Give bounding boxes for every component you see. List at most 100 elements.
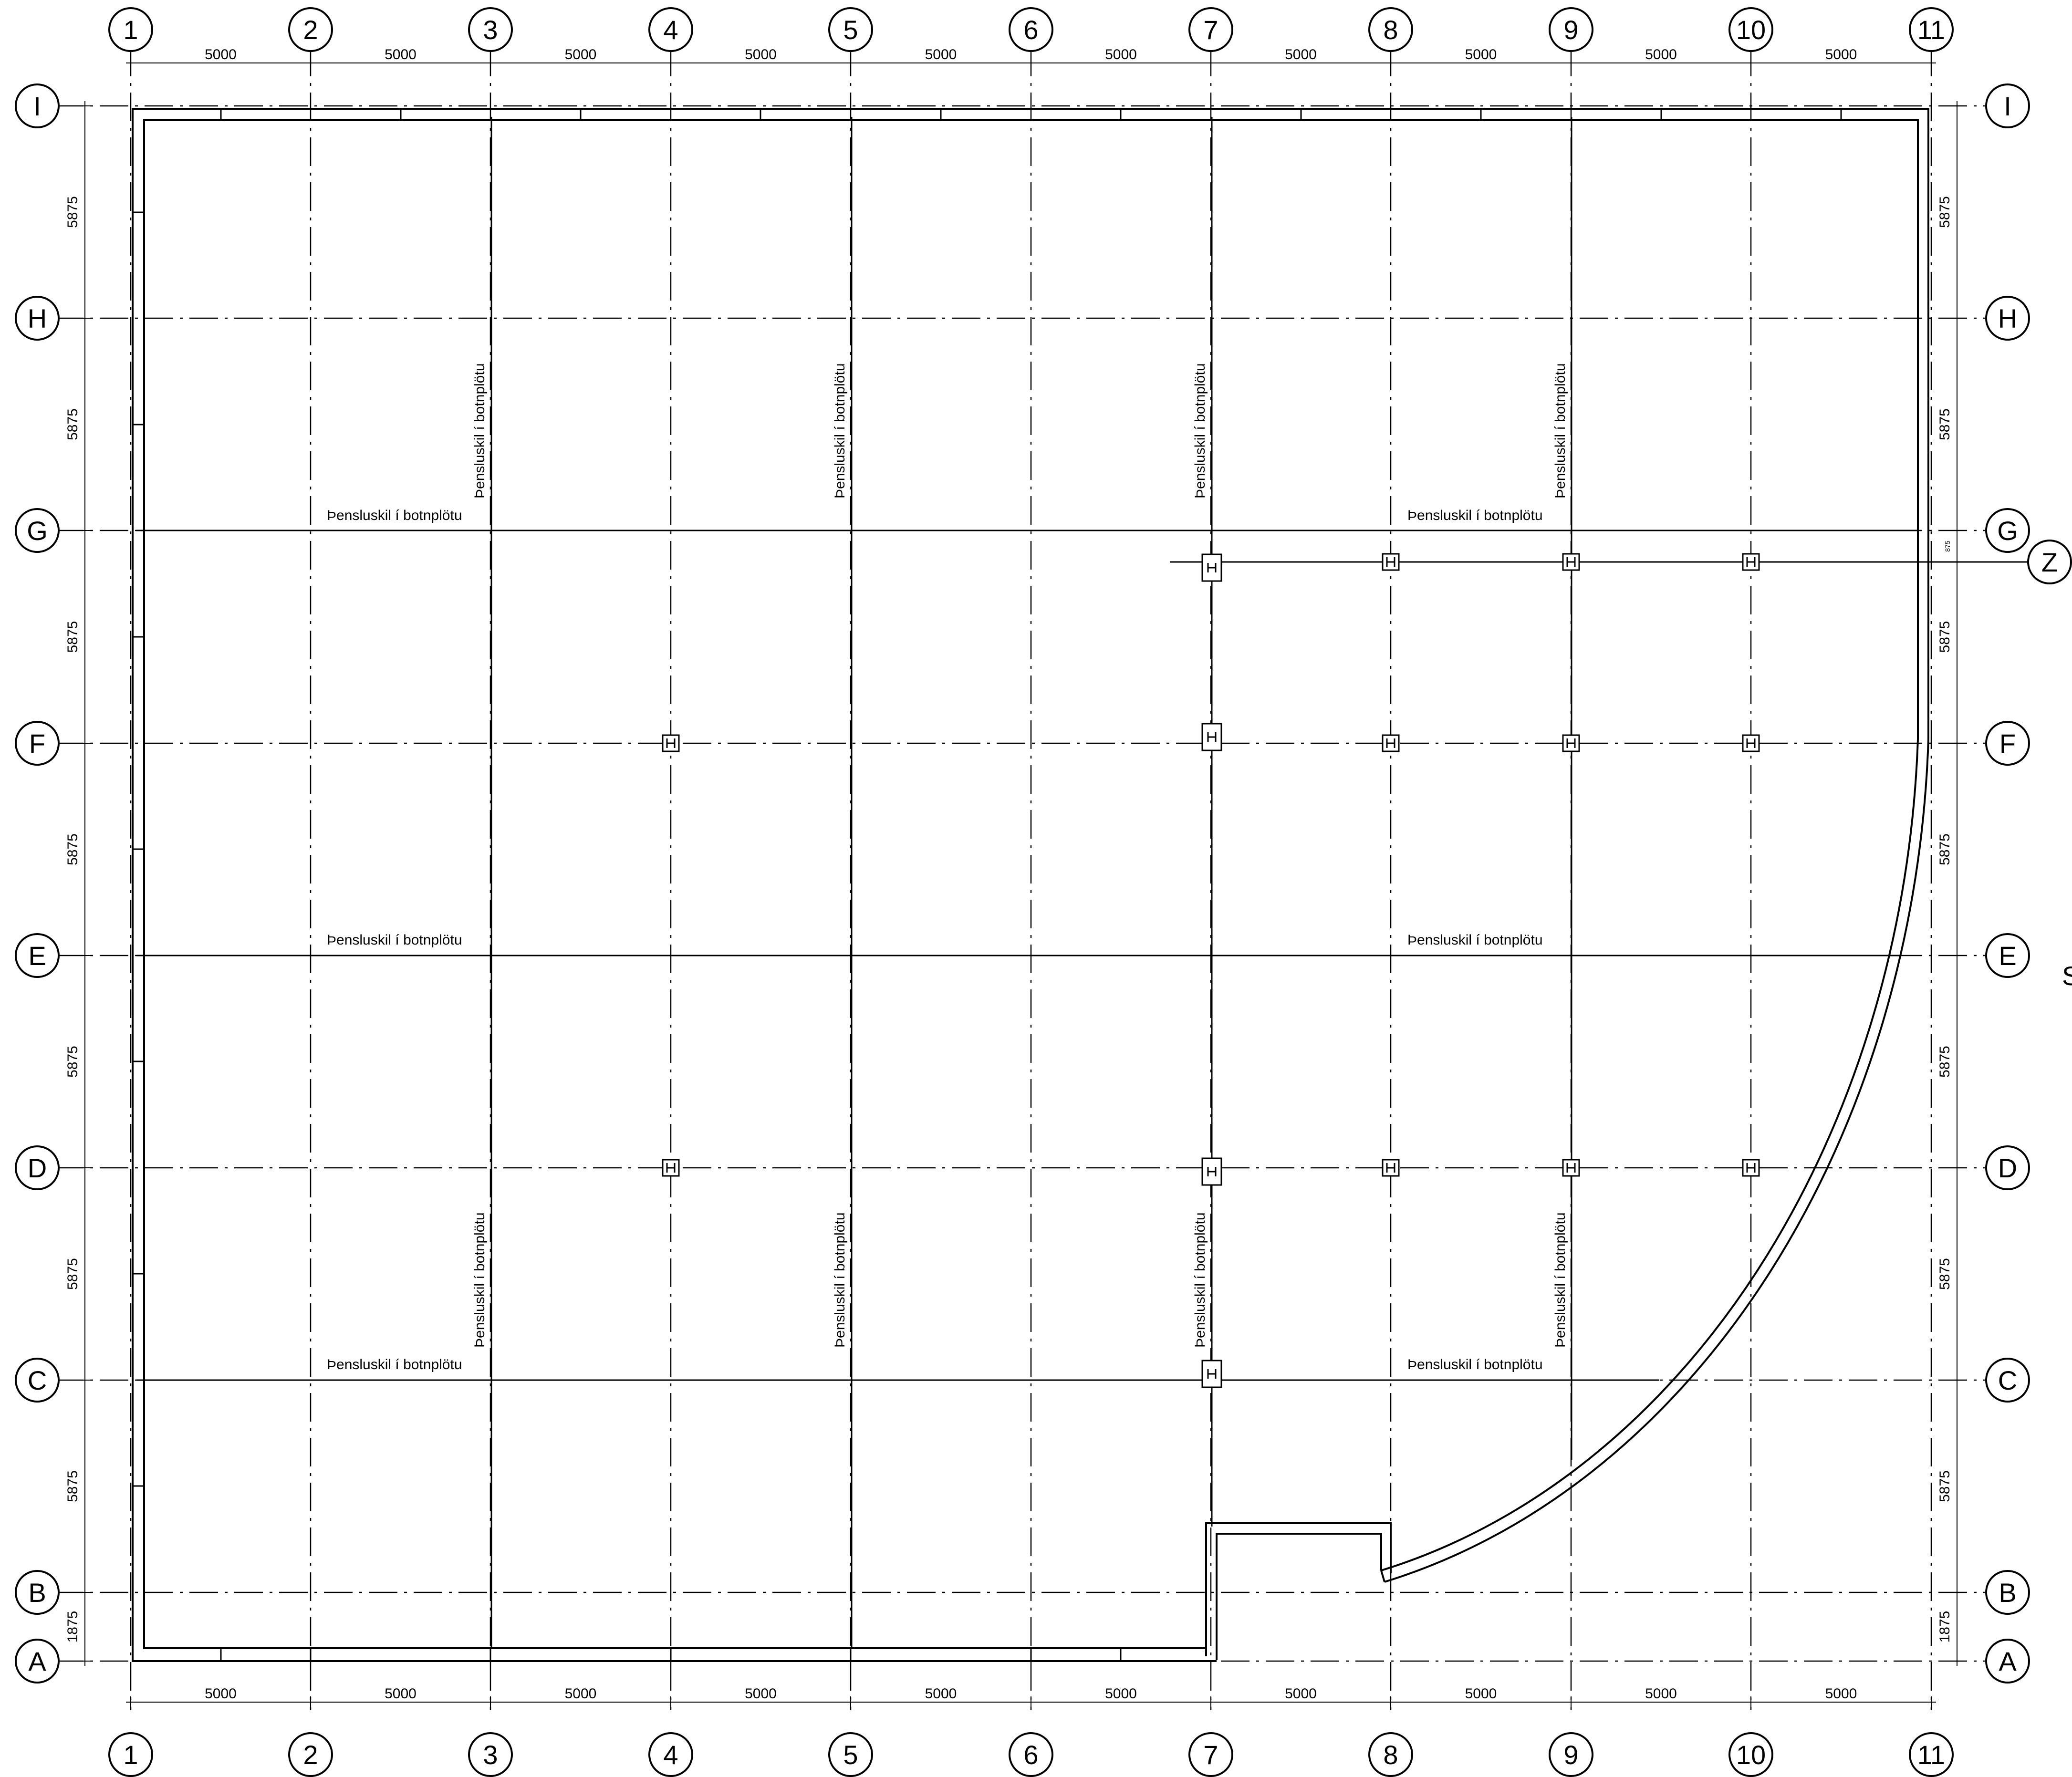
- steel-column-14: [1742, 1159, 1760, 1177]
- grid-bubble-left-G-label: G: [27, 516, 48, 546]
- grid-bubble-top-3-circle: [468, 7, 513, 52]
- grid-bubble-left-D: D: [15, 1145, 60, 1190]
- grid-bubble-bottom-4-circle: [648, 1732, 693, 1777]
- grid-bubble-left-B: B: [15, 1570, 60, 1615]
- gridlines: [55, 48, 1985, 1710]
- grid-bubble-bottom-5: 5: [828, 1732, 873, 1777]
- grid-bubble-top-2-circle: [288, 7, 333, 52]
- dim-right-3: 5875: [1937, 621, 1953, 653]
- joint-note-horizontal-5: Þensluskil í botnplötu: [327, 1357, 462, 1372]
- joint-note-vertical-1: Þensluskil í botnplötu: [472, 363, 488, 499]
- dim-top-5: 5000: [925, 47, 957, 62]
- grid-bubble-top-10: 10: [1728, 7, 1773, 52]
- expansion-joint-notes: Þensluskil í botnplötu Þensluskil í botnp…: [327, 363, 1568, 1372]
- grid-bubble-left-G-circle: [15, 508, 60, 553]
- grid-bubble-top-6-circle: [1009, 7, 1053, 52]
- joint-note-vertical-3: Þensluskil í botnplötu: [1192, 363, 1208, 499]
- dim-bottom-7: 5000: [1285, 1686, 1317, 1702]
- grid-bubble-left-E: E: [15, 933, 60, 978]
- grid-bubble-left-C: C: [15, 1358, 60, 1403]
- dim-left-3: 5875: [65, 621, 81, 653]
- dim-bottom-2: 5000: [385, 1686, 416, 1702]
- joint-note-horizontal-4: Þensluskil í botnplötu: [1407, 932, 1543, 948]
- grid-bubble-right-H: H: [1985, 296, 2030, 341]
- steel-column-6: [1201, 723, 1222, 751]
- outer-wall-outline: [132, 108, 1929, 1662]
- dim-top-4: 5000: [745, 47, 777, 62]
- grid-bubble-bottom-8: 8: [1368, 1732, 1413, 1777]
- grid-bubble-top-8-label: 8: [1383, 15, 1398, 45]
- dim-top-1: 5000: [205, 47, 237, 62]
- dim-bottom-5: 5000: [925, 1686, 957, 1702]
- grid-bubble-bottom-8-circle: [1368, 1732, 1413, 1777]
- grid-bubble-bottom-7-label: 7: [1203, 1740, 1218, 1770]
- grid-bubble-top-10-label: 10: [1736, 15, 1766, 45]
- steel-column-13: [1562, 1159, 1580, 1177]
- dim-left-8: 1875: [65, 1611, 81, 1643]
- joint-note-horizontal-3: Þensluskil í botnplötu: [327, 932, 462, 948]
- steel-column-11: [1201, 1157, 1222, 1186]
- grid-bubble-z: Z: [2027, 540, 2072, 584]
- grid-bubble-right-A-label: A: [1999, 1646, 2017, 1676]
- grid-bubble-top-4-circle: [648, 7, 693, 52]
- grid-bubble-top-8-circle: [1368, 7, 1413, 52]
- steel-column-4: [1742, 553, 1760, 571]
- dim-top-10: 5000: [1825, 47, 1857, 62]
- grid-bubble-right-A: A: [1985, 1639, 2030, 1683]
- dim-right-8: 1875: [1937, 1611, 1953, 1643]
- grid-bubble-top-2-label: 2: [303, 15, 318, 45]
- dim-left-6: 5875: [65, 1258, 81, 1290]
- grid-bubble-top-2: 2: [288, 7, 333, 52]
- dim-top-8: 5000: [1465, 47, 1497, 62]
- grid-bubble-bottom-11-circle: [1909, 1732, 1954, 1777]
- wall-segment-ticks: [133, 109, 1842, 1661]
- grid-bubble-right-D-label: D: [1998, 1153, 2017, 1183]
- grid-bubble-right-I-circle: [1985, 83, 2030, 128]
- grid-bubble-right-C: C: [1985, 1358, 2030, 1403]
- grid-bubble-bottom-1: 1: [108, 1732, 153, 1777]
- dim-right-2: 5875: [1937, 408, 1953, 440]
- dim-bottom-10: 5000: [1825, 1686, 1857, 1702]
- grid-bubble-right-B-circle: [1985, 1570, 2030, 1615]
- grid-bubble-left-F-circle: [15, 721, 60, 766]
- grid-bubble-bottom-4: 4: [648, 1732, 693, 1777]
- grid-bubble-top-10-circle: [1728, 7, 1773, 52]
- steel-column-1: [1201, 553, 1222, 582]
- joint-note-vertical-4: Þensluskil í botnplötu: [1552, 363, 1568, 499]
- grid-bubble-right-H-circle: [1985, 296, 2030, 341]
- grid-bubble-left-B-label: B: [28, 1578, 46, 1608]
- dim-top-6: 5000: [1105, 47, 1137, 62]
- grid-bubble-right-B-label: B: [1999, 1578, 2016, 1608]
- margin-text: S: [2062, 961, 2072, 991]
- grid-bubble-right-G: G: [1985, 508, 2030, 553]
- grid-bubble-bottom-11: 11: [1909, 1732, 1954, 1777]
- grid-bubble-top-7-label: 7: [1203, 15, 1218, 45]
- joint-note-horizontal-2: Þensluskil í botnplötu: [1407, 508, 1543, 523]
- grid-bubble-right-B: B: [1985, 1570, 2030, 1615]
- dim-top-7: 5000: [1285, 47, 1317, 62]
- grid-bubble-left-D-circle: [15, 1145, 60, 1190]
- building-walls: [132, 108, 1929, 1662]
- curved-wall-inner: [1381, 739, 1919, 1571]
- grid-bubble-left-H-label: H: [28, 303, 47, 333]
- grid-bubble-top-11-circle: [1909, 7, 1954, 52]
- curved-wall-end: [1380, 1570, 1385, 1582]
- grid-bubble-right-D-circle: [1985, 1145, 2030, 1190]
- grid-bubble-bottom-8-label: 8: [1383, 1740, 1398, 1770]
- grid-bubble-right-C-circle: [1985, 1358, 2030, 1403]
- grid-bubble-left-A-label: A: [28, 1646, 46, 1676]
- grid-bubble-right-I-label: I: [2004, 91, 2011, 121]
- dim-top-9: 5000: [1645, 47, 1677, 62]
- grid-bubble-right-F-label: F: [1999, 728, 2016, 759]
- dim-right-1: 5875: [1937, 196, 1953, 228]
- grid-bubble-right-F-circle: [1985, 721, 2030, 766]
- grid-bubble-top-9-label: 9: [1563, 15, 1578, 45]
- joint-note-vertical-8: Þensluskil í botnplötu: [1552, 1212, 1568, 1348]
- grid-bubble-bottom-5-circle: [828, 1732, 873, 1777]
- grid-bubble-left-H: H: [15, 296, 60, 341]
- dim-right-6: 5875: [1937, 1258, 1953, 1290]
- grid-bubble-top-4: 4: [648, 7, 693, 52]
- grid-bubble-left-A-circle: [15, 1639, 60, 1683]
- dim-bottom-1: 5000: [205, 1686, 237, 1702]
